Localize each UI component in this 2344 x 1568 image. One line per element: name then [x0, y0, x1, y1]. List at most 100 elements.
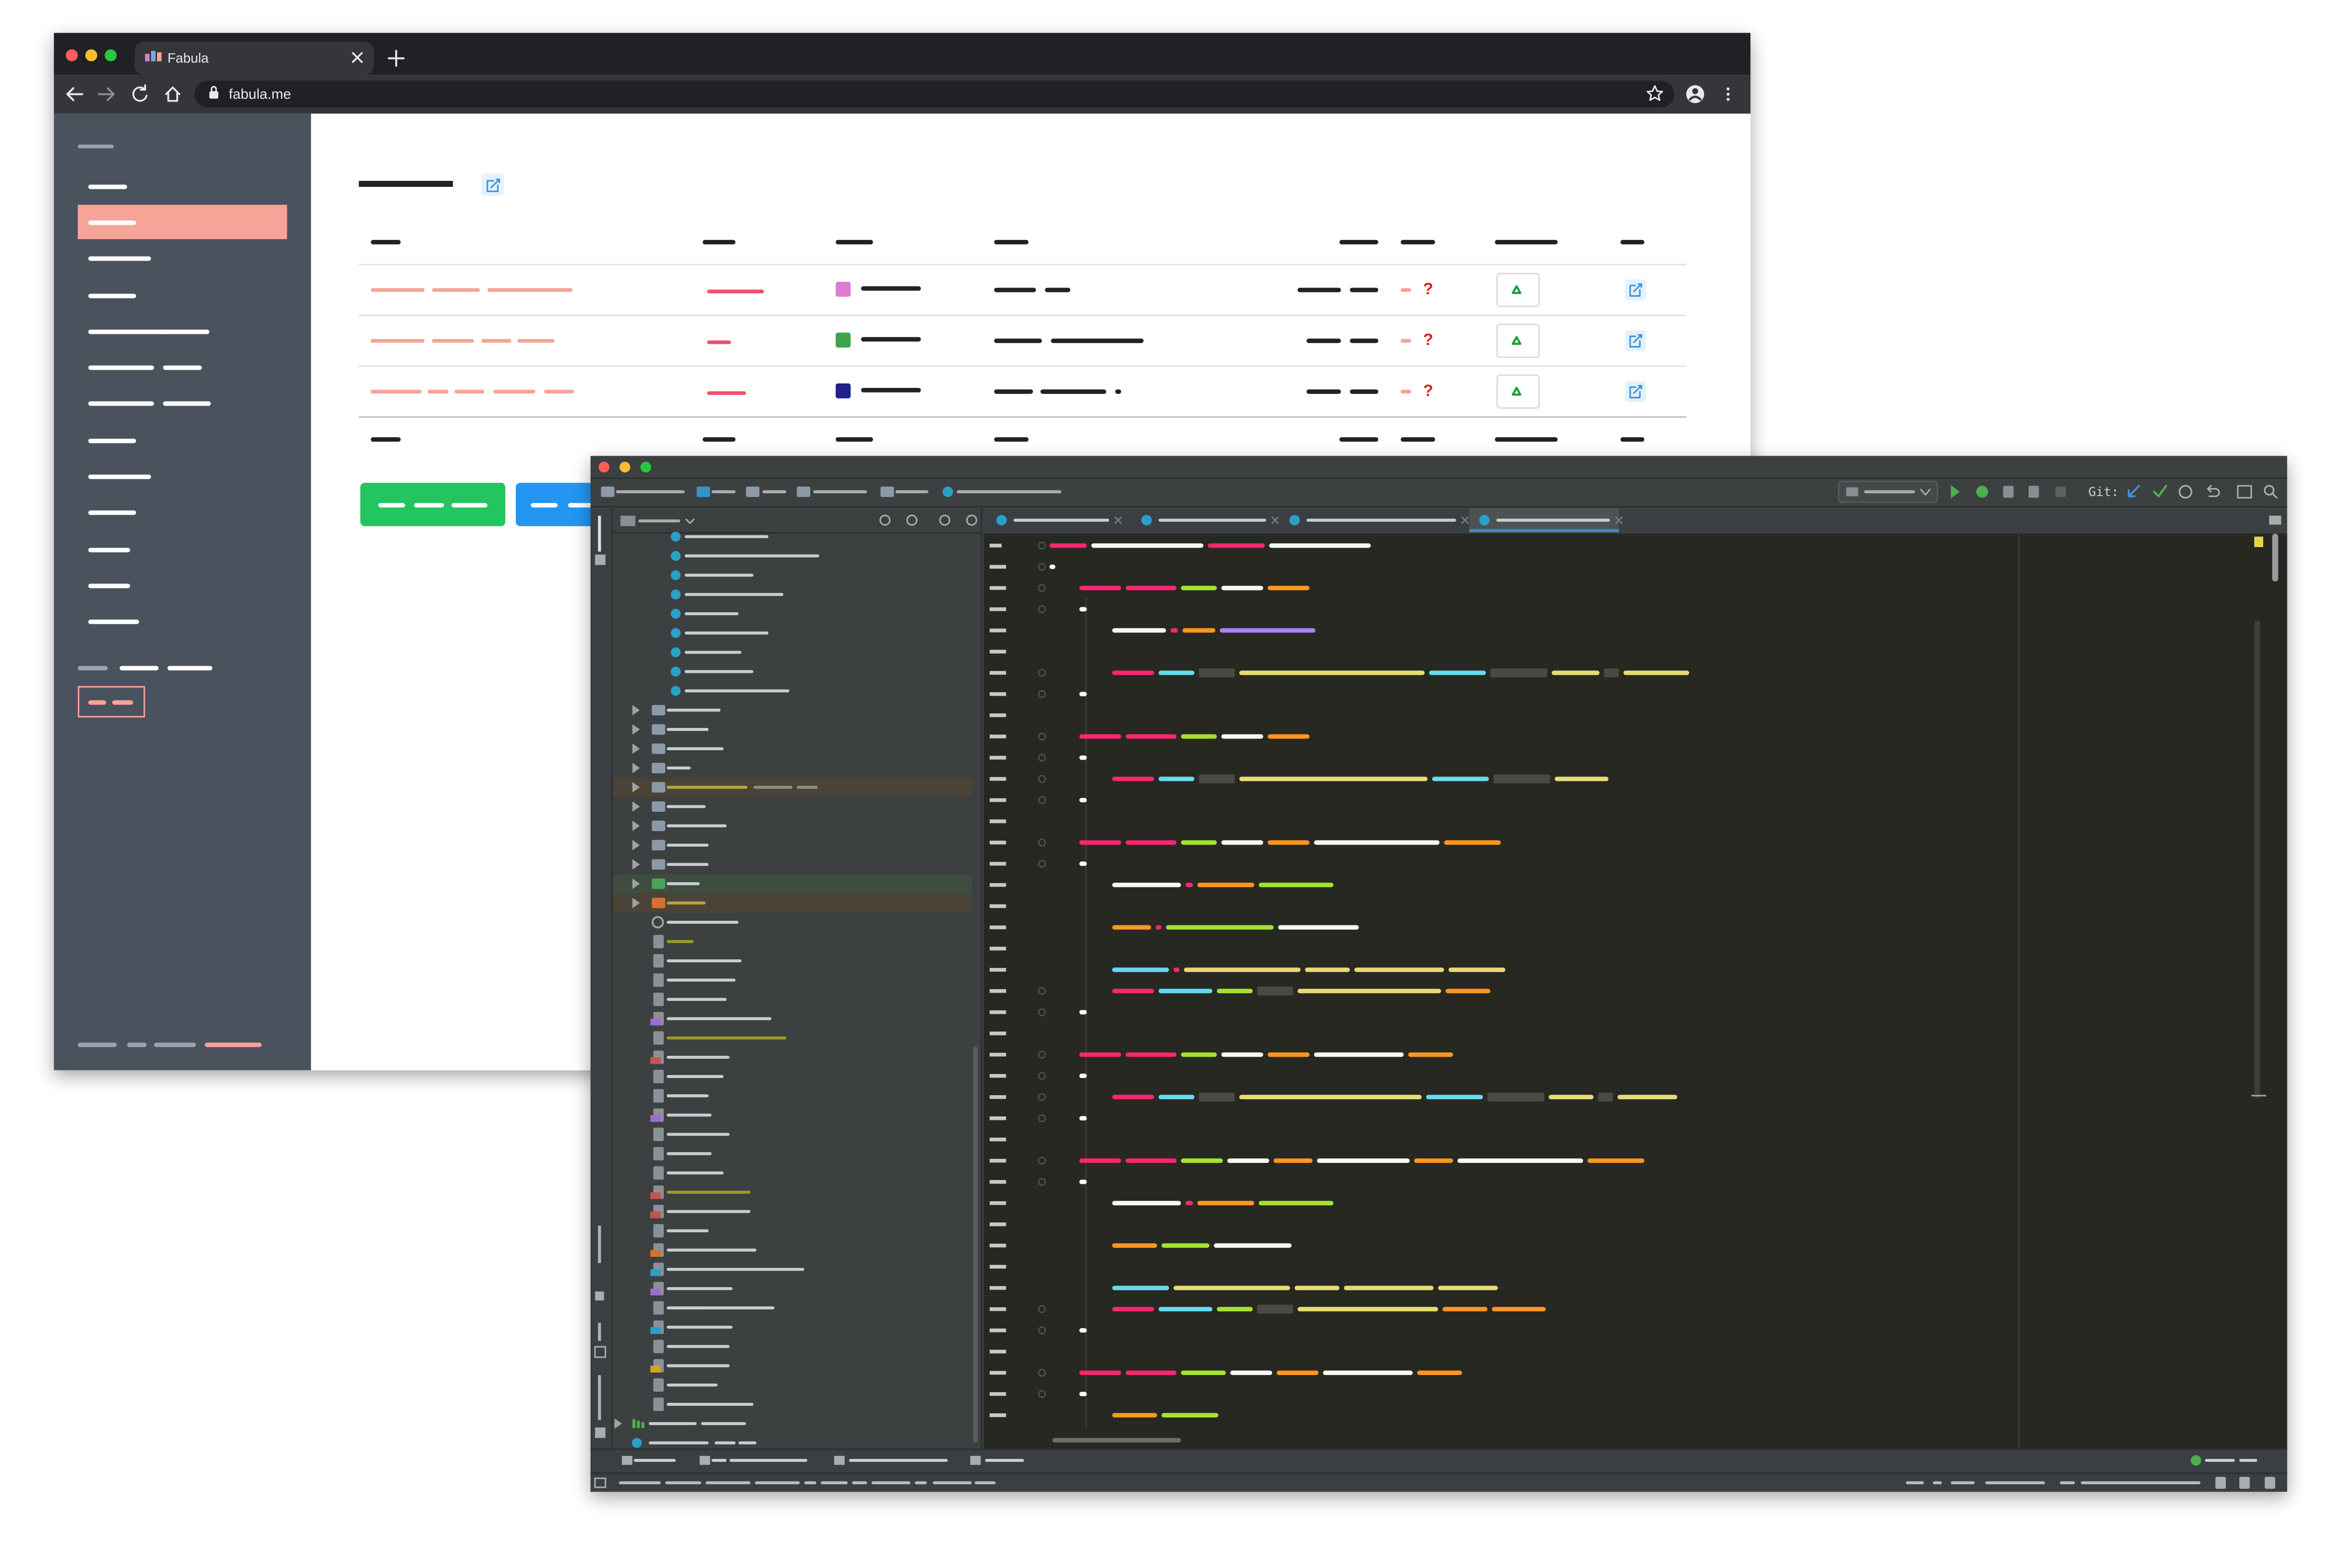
fold-marker[interactable]: [1038, 563, 1046, 571]
status-icon[interactable]: [2265, 1477, 2275, 1489]
coverage-button[interactable]: [2003, 485, 2014, 498]
class-icon[interactable]: [1289, 515, 1300, 526]
tab-close[interactable]: [1271, 516, 1279, 524]
expand-arrow[interactable]: [632, 782, 640, 793]
class-icon[interactable]: [1479, 515, 1490, 526]
git-update[interactable]: [2127, 484, 2140, 498]
redacted-text: [1400, 288, 1411, 292]
fold-marker[interactable]: [1038, 1051, 1046, 1059]
line-number: [990, 989, 1006, 993]
expand-arrow[interactable]: [632, 762, 640, 773]
git-commit[interactable]: [2153, 484, 2167, 498]
expand-arrow[interactable]: [632, 898, 640, 908]
tab-close[interactable]: [352, 52, 363, 63]
redacted-text: [1197, 883, 1254, 888]
expand-arrow[interactable]: [632, 840, 640, 851]
tab[interactable]: [134, 41, 374, 75]
tab-close[interactable]: [1615, 516, 1623, 524]
redacted-text: [666, 863, 709, 866]
tool-window-icon[interactable]: [834, 1456, 845, 1465]
expand-arrow[interactable]: [632, 859, 640, 870]
fold-marker[interactable]: [1038, 1114, 1046, 1122]
fold-marker[interactable]: [1038, 860, 1046, 868]
profile-button[interactable]: [2028, 485, 2039, 498]
window-control[interactable]: [598, 462, 610, 473]
fold-marker[interactable]: [1038, 1305, 1046, 1313]
fold-marker[interactable]: [1038, 1178, 1046, 1186]
home-button[interactable]: [165, 86, 180, 102]
reload-button[interactable]: [132, 84, 148, 102]
git-rollback[interactable]: [2207, 485, 2220, 498]
redacted-text: [1350, 287, 1379, 292]
expand-arrow[interactable]: [614, 1418, 622, 1429]
window-control[interactable]: [619, 462, 630, 473]
layout-button[interactable]: [2237, 485, 2252, 499]
window-control[interactable]: [640, 462, 652, 473]
tool-icon: [595, 1427, 606, 1438]
expand-arrow[interactable]: [632, 705, 640, 716]
class-icon[interactable]: [996, 515, 1007, 526]
fold-marker[interactable]: [1038, 584, 1046, 592]
search-button[interactable]: [2264, 485, 2275, 496]
back-button[interactable]: [66, 87, 83, 102]
tool-window-icon[interactable]: [699, 1456, 710, 1465]
fold-marker[interactable]: [1038, 1072, 1046, 1080]
fold-marker[interactable]: [1038, 839, 1046, 847]
edit-link-glyph: [1629, 384, 1642, 399]
forward-button[interactable]: [97, 87, 115, 102]
fold-marker[interactable]: [1038, 669, 1046, 677]
event-log-icon[interactable]: [2190, 1455, 2202, 1466]
git-history[interactable]: [2178, 485, 2192, 499]
redacted-text: [1267, 734, 1310, 739]
bookmark-star[interactable]: [1646, 85, 1664, 101]
menu-dot[interactable]: [1726, 87, 1730, 91]
redacted-text: [1239, 776, 1428, 781]
tab-close[interactable]: [1114, 516, 1122, 524]
status-icon[interactable]: [2215, 1477, 2226, 1489]
fold-marker[interactable]: [1038, 796, 1046, 804]
debug-button[interactable]: [1976, 485, 1988, 498]
fold-marker[interactable]: [1038, 775, 1046, 783]
menu-dot[interactable]: [1726, 97, 1730, 101]
address-bar[interactable]: [194, 80, 1675, 108]
fold-marker[interactable]: [1038, 605, 1046, 613]
window-control[interactable]: [105, 49, 117, 62]
fold-marker[interactable]: [1038, 732, 1046, 741]
expand-arrow[interactable]: [632, 878, 640, 889]
fold-marker[interactable]: [1038, 987, 1046, 995]
expand-arrow[interactable]: [632, 801, 640, 812]
redacted-text: [666, 1364, 730, 1367]
redacted-text: [1208, 543, 1265, 548]
menu-dot[interactable]: [1726, 92, 1730, 96]
tool-window-icon[interactable]: [622, 1456, 632, 1465]
tool-window-icon[interactable]: [970, 1456, 981, 1465]
fold-marker[interactable]: [1038, 1326, 1046, 1335]
expand-arrow[interactable]: [632, 820, 640, 831]
window-control[interactable]: [85, 49, 97, 62]
fold-marker[interactable]: [1038, 754, 1046, 762]
fold-marker[interactable]: [1038, 690, 1046, 698]
redacted-text: [1079, 1052, 1121, 1057]
external-link-icon[interactable]: [481, 173, 504, 196]
stop-button[interactable]: [2055, 486, 2066, 497]
fold-marker[interactable]: [1038, 1157, 1046, 1165]
sidebar-button[interactable]: [78, 686, 145, 718]
expand-arrow[interactable]: [632, 743, 640, 754]
expand-arrow[interactable]: [632, 724, 640, 735]
pane-action[interactable]: [939, 514, 951, 526]
tab-close[interactable]: [1461, 516, 1469, 524]
pane-action[interactable]: [906, 514, 918, 526]
pane-action[interactable]: [879, 514, 891, 526]
fold-marker[interactable]: [1038, 1093, 1046, 1101]
pane-action[interactable]: [966, 514, 978, 526]
fold-marker[interactable]: [1038, 1368, 1046, 1377]
new-tab[interactable]: [387, 50, 405, 67]
class-icon[interactable]: [1141, 515, 1152, 526]
fold-marker[interactable]: [1038, 1008, 1046, 1016]
status-icon[interactable]: [2239, 1477, 2250, 1489]
fold-marker[interactable]: [1038, 1390, 1046, 1398]
window-control[interactable]: [66, 49, 78, 62]
fold-marker[interactable]: [1038, 542, 1046, 550]
class-icon: [670, 628, 681, 638]
run-button[interactable]: [1950, 485, 1960, 499]
